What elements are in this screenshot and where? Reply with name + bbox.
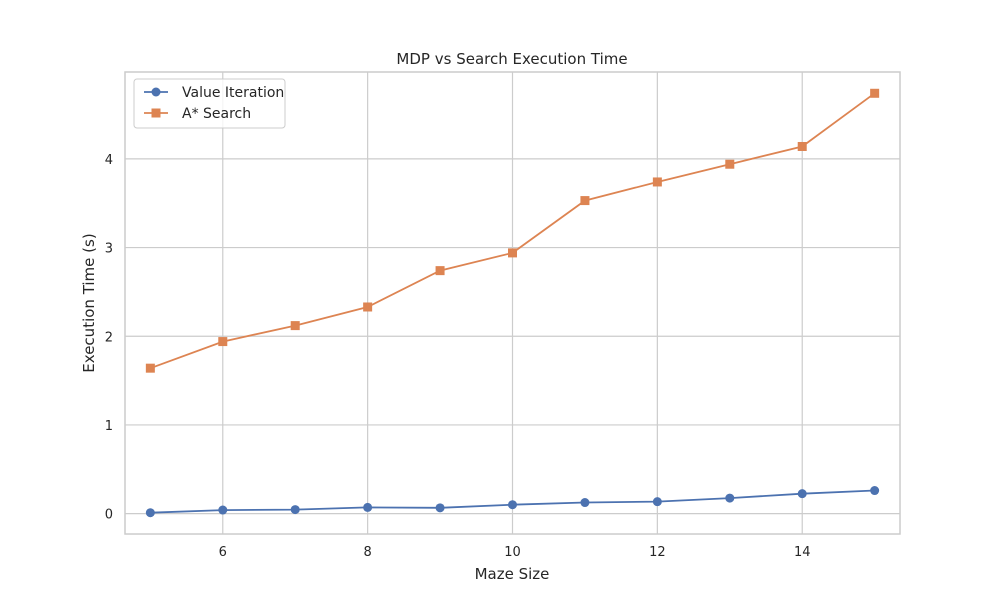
data-point-a-star-search [652, 177, 662, 187]
legend-marker-a-star-search [151, 108, 161, 118]
data-point-value-iteration [870, 486, 880, 496]
data-point-a-star-search [870, 88, 880, 98]
data-point-value-iteration [580, 498, 590, 508]
series-layer [145, 88, 880, 518]
y-tick-label: 4 [105, 153, 113, 168]
x-axis-title: Maze Size [475, 565, 550, 583]
data-point-value-iteration [797, 489, 807, 499]
data-point-value-iteration [145, 508, 155, 518]
data-point-value-iteration [508, 500, 517, 510]
data-point-value-iteration [652, 497, 662, 507]
data-point-a-star-search [363, 302, 373, 312]
data-point-a-star-search [725, 159, 735, 169]
data-point-value-iteration [725, 493, 735, 503]
data-point-value-iteration [363, 502, 373, 512]
y-axis-title: Execution Time (s) [80, 233, 98, 372]
data-point-value-iteration [435, 503, 445, 513]
plot-frame [124, 71, 901, 535]
y-tick-label: 0 [105, 508, 113, 523]
x-tick-label: 6 [219, 545, 227, 560]
legend: Value Iteration A* Search [133, 78, 286, 129]
data-point-a-star-search [797, 141, 807, 151]
x-tick-label: 8 [363, 545, 371, 560]
x-tick-label: 14 [794, 545, 811, 560]
data-point-value-iteration [290, 505, 300, 515]
data-point-a-star-search [218, 337, 228, 347]
data-point-a-star-search [290, 321, 300, 331]
data-point-a-star-search [145, 363, 155, 373]
y-tick-label: 2 [105, 330, 113, 345]
legend-marker-value-iteration [151, 87, 161, 97]
y-tick-label: 3 [105, 242, 113, 257]
x-tick-label: 10 [504, 545, 521, 560]
x-tick-label: 12 [649, 545, 666, 560]
legend-label-a-star-search: A* Search [182, 106, 251, 122]
chart-title: MDP vs Search Execution Time [396, 50, 627, 68]
data-point-a-star-search [580, 196, 590, 206]
data-point-a-star-search [508, 248, 517, 258]
legend-box [133, 78, 286, 129]
data-point-value-iteration [218, 505, 228, 515]
y-tick-label: 1 [105, 419, 113, 434]
data-point-a-star-search [435, 266, 445, 276]
legend-label-value-iteration: Value Iteration [182, 85, 284, 101]
